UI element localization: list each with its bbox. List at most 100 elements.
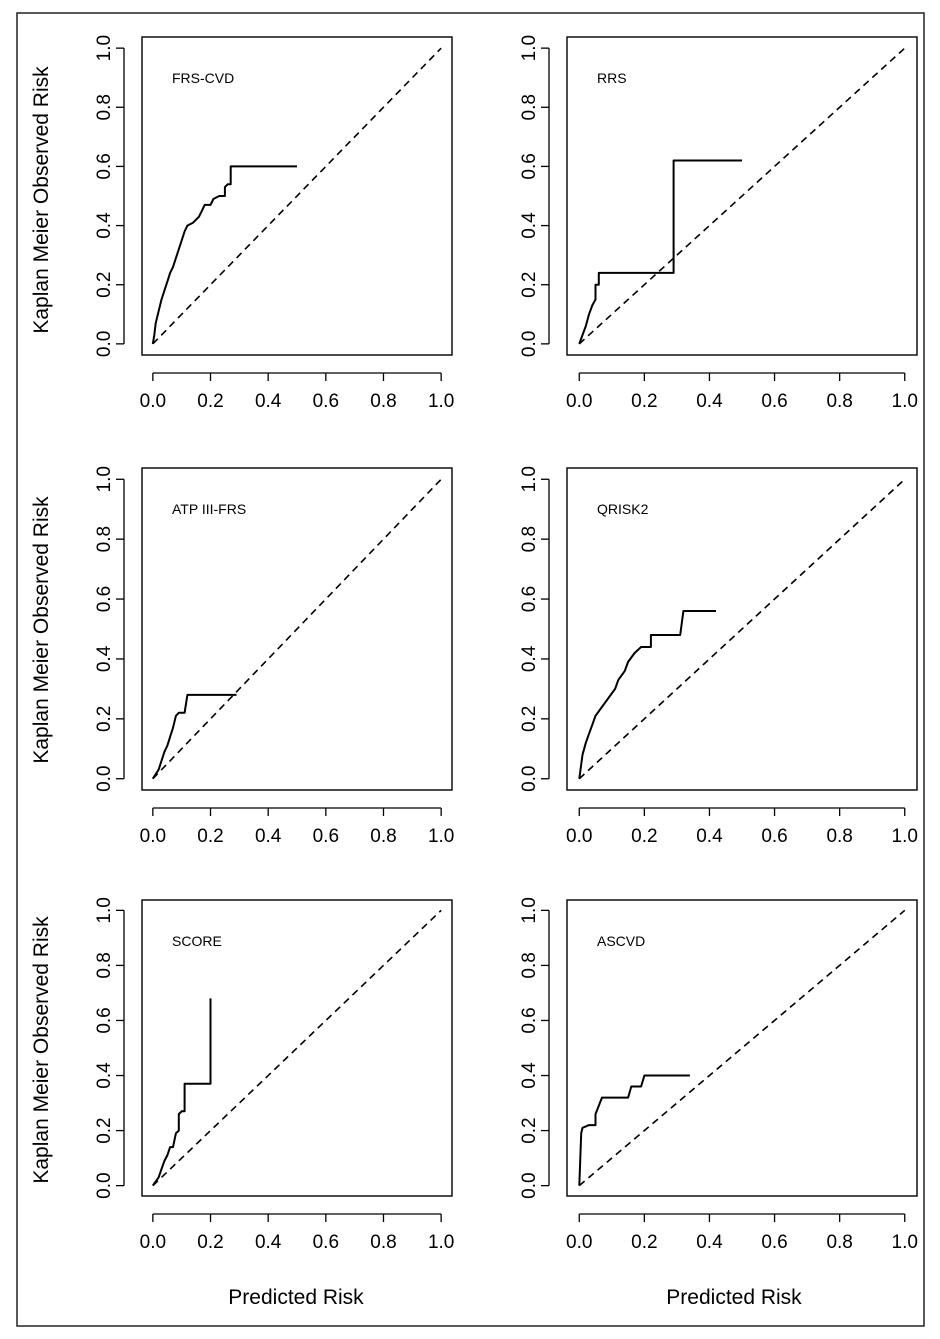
- x-tick-label: 0.4: [696, 826, 723, 847]
- x-tick-label: 0.6: [761, 391, 787, 412]
- panel-3: 0.0 0.2 0.4 0.6 0.8 1.0 0.0 0.2 0.4 0.6 0.8 1.0 ATP …: [94, 466, 454, 847]
- y-tick-label: 1.0: [519, 466, 540, 492]
- x-tick-label: 0.8: [826, 391, 852, 412]
- y-tick-label: 1.0: [94, 466, 115, 492]
- panel-frame: [566, 467, 918, 791]
- y-axis-title-row-2: Kaplan Meier Observed Risk: [30, 496, 53, 764]
- panel-title: SCORE: [172, 933, 222, 949]
- panel-4: 0.0 0.2 0.4 0.6 0.8 1.0 0.0 0.2 0.4 0.6 0.8 1.0 QRIS…: [519, 466, 918, 847]
- y-tick-label: 0.0: [519, 331, 540, 357]
- panel-title: ATP III-FRS: [172, 501, 246, 517]
- x-tick-label: 0.0: [140, 1232, 166, 1253]
- y-tick-label: 0.2: [94, 1117, 115, 1143]
- x-tick-label: 0.6: [761, 826, 787, 847]
- x-tick-label: 0.8: [826, 826, 852, 847]
- x-axis-title-right: Predicted Risk: [666, 1286, 802, 1309]
- y-tick-label: 0.8: [519, 94, 540, 120]
- x-tick-label: 0.4: [255, 1232, 282, 1253]
- x-tick-label: 0.6: [313, 391, 339, 412]
- panel-2: 0.0 0.2 0.4 0.6 0.8 1.0 0.0 0.2 0.4 0.6 0.8 1.0 RRS: [519, 35, 918, 412]
- calibration-curve: [151, 165, 297, 345]
- x-tick-label: 0.2: [631, 391, 657, 412]
- x-axis-title-left: Predicted Risk: [228, 1286, 364, 1309]
- x-tick-label: 0.4: [255, 391, 282, 412]
- panel-6: 0.0 0.2 0.4 0.6 0.8 1.0 0.0 0.2 0.4 0.6 0.8 1.0 ASCV…: [519, 897, 918, 1253]
- reference-diagonal-line: [152, 47, 442, 345]
- panel-title: QRISK2: [597, 501, 649, 517]
- y-tick-label: 0.8: [94, 94, 115, 120]
- x-tick-label: 1.0: [892, 391, 918, 412]
- panels-group: 0.0 0.2 0.4 0.6 0.8 1.0 0.0 0.2 0.4 0.6 0.8 1.0 FRS-…: [94, 35, 918, 1253]
- y-tick-label: 0.6: [519, 586, 540, 612]
- y-tick-label: 0.0: [519, 766, 540, 792]
- figure-border: [16, 12, 925, 1327]
- y-tick-label: 1.0: [519, 897, 540, 923]
- y-tick-label: 0.8: [94, 952, 115, 978]
- y-tick-label: 0.8: [519, 526, 540, 552]
- reference-diagonal-line: [152, 478, 442, 780]
- x-tick-label: 1.0: [428, 391, 454, 412]
- x-tick-label: 0.8: [370, 826, 396, 847]
- y-tick-label: 0.2: [94, 272, 115, 298]
- x-tick-label: 0.2: [197, 391, 223, 412]
- y-tick-label: 0.4: [519, 1062, 540, 1089]
- calibration-curve: [578, 610, 716, 779]
- y-tick-label: 0.8: [94, 526, 115, 552]
- x-tick-label: 0.6: [761, 1232, 787, 1253]
- y-tick-label: 0.0: [94, 766, 115, 792]
- x-tick-label: 1.0: [428, 826, 454, 847]
- y-tick-label: 0.6: [519, 1007, 540, 1033]
- reference-diagonal-line: [578, 47, 906, 345]
- y-tick-label: 0.6: [519, 153, 540, 179]
- calibration-curve: [578, 159, 742, 345]
- panel-frame: [566, 36, 918, 356]
- y-tick-label: 0.0: [94, 1172, 115, 1198]
- panel-5: 0.0 0.2 0.4 0.6 0.8 1.0 0.0 0.2 0.4 0.6 0.8 1.0 SCOR…: [94, 897, 454, 1253]
- y-tick-label: 0.6: [94, 586, 115, 612]
- y-tick-label: 0.4: [519, 212, 540, 239]
- calibration-curve: [151, 693, 237, 780]
- x-tick-label: 1.0: [892, 1232, 918, 1253]
- x-tick-label: 0.2: [631, 826, 657, 847]
- x-tick-label: 0.8: [370, 1232, 396, 1253]
- panel-title: ASCVD: [597, 933, 645, 949]
- y-tick-label: 0.2: [519, 1117, 540, 1143]
- reference-diagonal-line: [578, 909, 906, 1187]
- x-tick-label: 0.6: [313, 826, 339, 847]
- x-tick-label: 1.0: [428, 1232, 454, 1253]
- panel-1: 0.0 0.2 0.4 0.6 0.8 1.0 0.0 0.2 0.4 0.6 0.8 1.0 FRS-…: [94, 35, 454, 412]
- y-tick-label: 0.2: [94, 706, 115, 732]
- y-tick-label: 1.0: [94, 897, 115, 923]
- y-tick-label: 0.0: [94, 331, 115, 357]
- y-axis-title-row-3: Kaplan Meier Observed Risk: [30, 916, 53, 1184]
- x-tick-label: 0.4: [696, 1232, 723, 1253]
- x-tick-label: 0.0: [566, 1232, 592, 1253]
- panel-title: FRS-CVD: [172, 70, 234, 86]
- panel-title: RRS: [597, 70, 627, 86]
- x-tick-label: 0.4: [696, 391, 723, 412]
- y-tick-label: 0.0: [519, 1172, 540, 1198]
- x-tick-label: 1.0: [892, 826, 918, 847]
- y-tick-label: 1.0: [519, 35, 540, 61]
- x-tick-label: 0.6: [313, 1232, 339, 1253]
- y-tick-label: 0.4: [94, 1062, 115, 1089]
- x-tick-label: 0.2: [197, 826, 223, 847]
- x-tick-label: 0.8: [370, 391, 396, 412]
- x-tick-label: 0.4: [255, 826, 282, 847]
- y-tick-label: 0.4: [94, 645, 115, 672]
- panel-frame: [566, 899, 918, 1197]
- y-tick-label: 0.8: [519, 952, 540, 978]
- calibration-curve: [151, 998, 212, 1187]
- y-tick-label: 0.6: [94, 153, 115, 179]
- x-tick-label: 0.2: [631, 1232, 657, 1253]
- y-tick-label: 0.4: [94, 212, 115, 239]
- x-tick-label: 0.0: [140, 391, 166, 412]
- y-tick-label: 0.2: [519, 706, 540, 732]
- y-tick-label: 1.0: [94, 35, 115, 61]
- panel-frame: [141, 899, 453, 1197]
- x-tick-label: 0.2: [197, 1232, 223, 1253]
- y-tick-label: 0.6: [94, 1007, 115, 1033]
- panel-frame: [141, 36, 453, 356]
- x-tick-label: 0.0: [566, 391, 592, 412]
